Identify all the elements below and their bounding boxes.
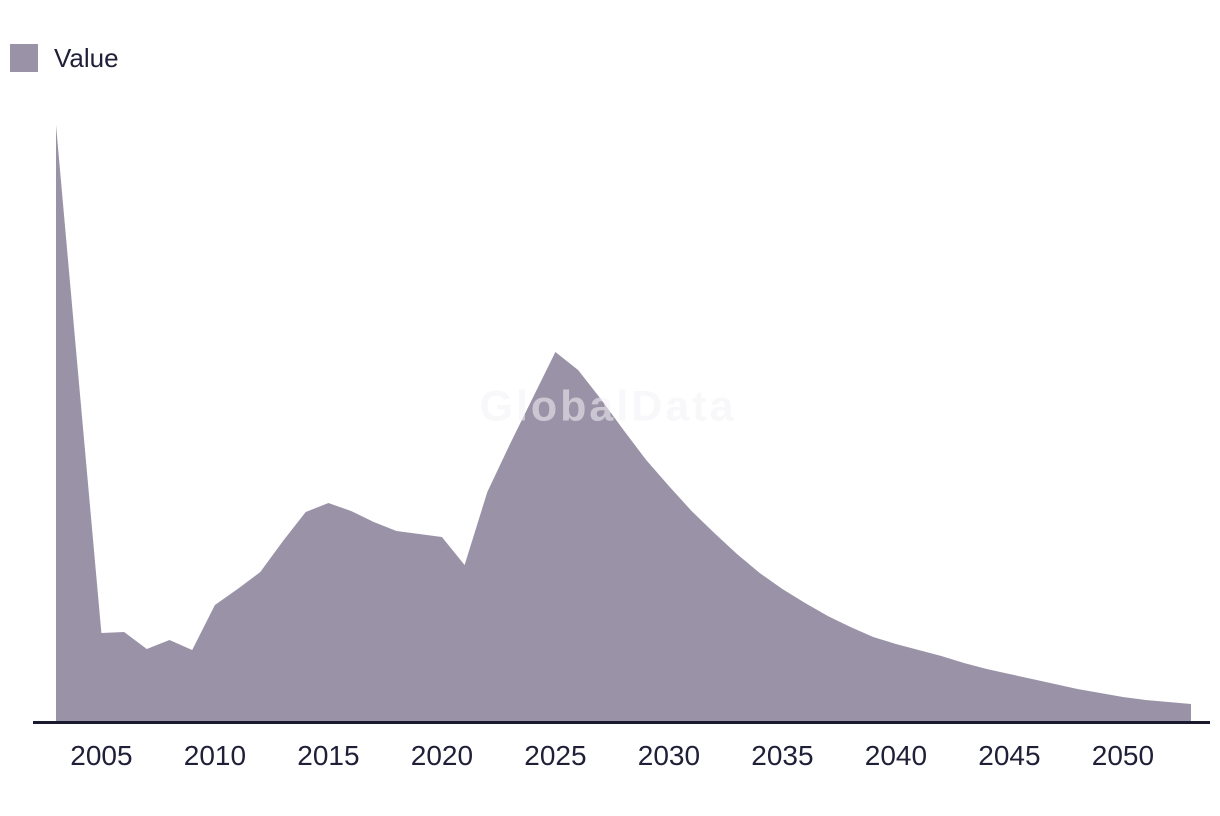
x-tick-label-2035: 2035 [751,740,814,771]
x-tick-label-2010: 2010 [183,740,247,771]
x-tick-label-2025: 2025 [524,740,587,771]
legend-item-value[interactable]: Value [10,44,119,72]
x-tick-label-2045: 2045 [978,740,1041,771]
legend-label: Value [54,43,119,73]
x-tick-label-2020: 2020 [410,740,474,771]
x-tick-label-2015: 2015 [297,740,360,771]
x-tick-label-2050: 2050 [1091,740,1155,771]
legend-swatch-icon [10,44,38,72]
x-tick-label-2005: 2005 [70,740,133,771]
area-series-value[interactable] [56,125,1191,721]
x-tick-label-2040: 2040 [864,740,928,771]
x-tick-label-2030: 2030 [637,740,701,771]
